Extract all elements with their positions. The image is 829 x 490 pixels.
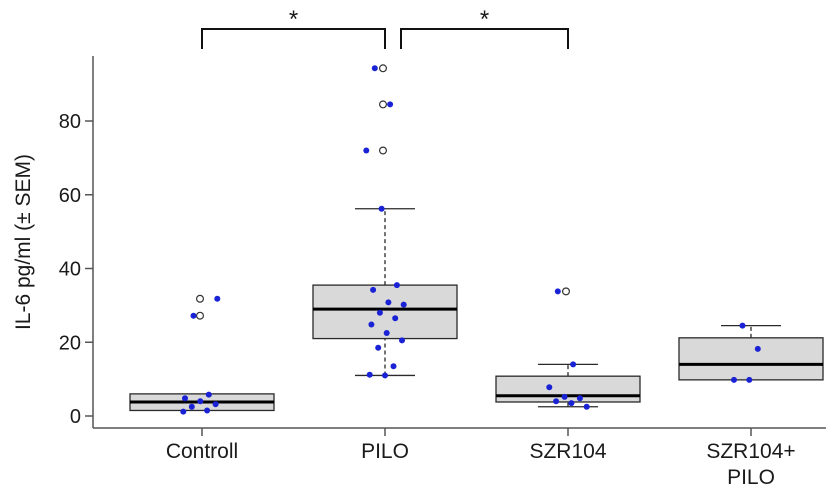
data-point	[553, 398, 560, 405]
data-point	[370, 286, 377, 293]
data-point	[400, 301, 407, 308]
data-point	[363, 147, 370, 154]
x-category-label: Controll	[166, 440, 238, 463]
data-point	[570, 361, 577, 368]
box	[495, 375, 641, 403]
data-point	[739, 322, 746, 329]
data-point	[366, 371, 373, 378]
y-axis-label: IL-6 pg/ml (± SEM)	[12, 154, 35, 330]
box	[678, 337, 824, 381]
data-point	[554, 288, 561, 295]
data-point	[182, 395, 188, 402]
data-point	[378, 205, 385, 212]
data-point	[375, 344, 382, 351]
data-point	[576, 395, 583, 402]
data-point	[568, 400, 575, 407]
outlier-marker	[196, 294, 205, 303]
data-point	[371, 65, 378, 72]
data-point	[387, 101, 394, 108]
data-point	[376, 309, 383, 316]
y-tick-label: 0	[70, 406, 81, 428]
data-point	[746, 376, 753, 383]
data-point	[583, 403, 590, 410]
data-point	[731, 376, 737, 383]
data-point	[754, 345, 761, 352]
significance-bracket	[400, 28, 569, 49]
data-point	[212, 401, 219, 408]
outlier-marker	[196, 311, 205, 320]
data-point	[546, 384, 553, 391]
y-tick-label: 60	[59, 185, 81, 207]
x-category-label: SZR104+ PILO	[706, 440, 795, 489]
x-category-label: SZR104	[529, 440, 606, 463]
data-point	[197, 398, 204, 405]
y-tick-label: 40	[59, 259, 81, 281]
significance-label: *	[289, 6, 298, 33]
y-tick-label: 80	[59, 111, 81, 133]
outlier-marker	[561, 287, 570, 296]
significance-bracket	[201, 28, 386, 49]
outlier-marker	[379, 146, 388, 155]
data-point	[188, 403, 195, 410]
data-point	[368, 321, 375, 328]
outlier-marker	[379, 100, 388, 109]
data-point	[382, 372, 388, 379]
data-point	[385, 299, 392, 306]
data-point	[393, 282, 400, 289]
data-point	[190, 312, 197, 319]
x-category-label: PILO	[361, 440, 409, 463]
y-tick-label: 20	[59, 332, 81, 354]
data-point	[180, 408, 187, 415]
data-point	[205, 391, 212, 398]
data-point	[383, 330, 390, 337]
significance-label: *	[480, 6, 489, 33]
data-point	[204, 407, 211, 414]
data-point	[214, 295, 221, 302]
data-point	[561, 393, 568, 400]
data-point	[390, 363, 397, 370]
outlier-marker	[379, 64, 388, 73]
data-point	[399, 337, 405, 344]
data-point	[392, 315, 399, 322]
box	[312, 284, 458, 340]
